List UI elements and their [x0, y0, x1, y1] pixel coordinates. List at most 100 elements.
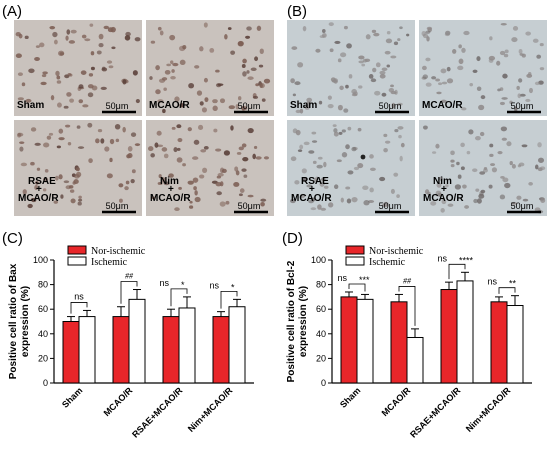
cell-nucleus [439, 176, 443, 181]
cell-nucleus [55, 70, 60, 77]
cell-nucleus [192, 177, 199, 183]
category-label: RSAE+MCAO/R [130, 385, 185, 440]
cell-nucleus [256, 25, 262, 31]
cell-nucleus [351, 88, 358, 95]
cell-nucleus [56, 80, 62, 84]
cell-nucleus [20, 162, 28, 167]
cell-nucleus [131, 169, 136, 174]
cell-nucleus [464, 205, 470, 209]
cell-nucleus [217, 172, 224, 177]
category-label: Sham [60, 385, 84, 409]
cell-nucleus [489, 36, 493, 41]
cell-nucleus [317, 204, 322, 210]
cell-nucleus [125, 180, 130, 185]
micrograph-tile: MCAO/R 50μm [146, 20, 274, 116]
tile-background [14, 20, 142, 116]
significance-bracket [348, 283, 366, 292]
cell-nucleus [384, 50, 391, 55]
cell-nucleus [525, 98, 531, 103]
cell-nucleus [42, 71, 48, 75]
significance-ns: ns [74, 291, 84, 301]
cell-nucleus [115, 138, 120, 143]
cell-nucleus [337, 58, 342, 63]
cell-nucleus [424, 189, 430, 195]
cell-nucleus [446, 78, 454, 84]
cell-nucleus [78, 99, 84, 104]
cell-nucleus [435, 78, 440, 82]
scale-label: 50μm [106, 201, 129, 211]
tile-label-second: MCAO/R [150, 193, 191, 204]
y-tick-label: 0 [321, 378, 326, 388]
cell-nucleus [461, 47, 466, 53]
cell-nucleus [192, 156, 199, 160]
cell-nucleus [490, 163, 496, 167]
cell-nucleus [203, 22, 208, 28]
significance-ns: ns [487, 277, 497, 287]
cell-nucleus [261, 98, 266, 102]
cell-nucleus [528, 71, 532, 76]
cell-nucleus [299, 108, 304, 114]
cell-nucleus [30, 127, 37, 132]
cell-nucleus [98, 42, 104, 48]
cell-nucleus [179, 59, 186, 66]
cell-nucleus [134, 37, 141, 42]
cell-nucleus [42, 188, 47, 192]
bar [128, 298, 146, 384]
cell-nucleus [70, 198, 76, 204]
cell-nucleus [157, 99, 164, 103]
cell-nucleus [63, 105, 69, 109]
cell-nucleus [535, 164, 539, 170]
tile-label-plus: + [36, 184, 42, 195]
cell-nucleus [329, 48, 334, 53]
cell-nucleus [382, 201, 389, 208]
cell-nucleus [522, 198, 529, 202]
cell-nucleus [155, 65, 160, 71]
cell-nucleus [235, 170, 240, 176]
cell-nucleus [290, 198, 296, 204]
cell-nucleus [40, 81, 47, 86]
cell-nucleus [203, 145, 209, 150]
scale-label: 50μm [379, 201, 402, 211]
cell-nucleus [77, 201, 82, 206]
bar [506, 305, 524, 384]
cell-nucleus [237, 96, 242, 101]
cell-nucleus [227, 27, 232, 30]
cell-nucleus [291, 46, 298, 50]
cell-nucleus [90, 66, 95, 71]
tile-label: Sham [17, 100, 44, 111]
micrograph-tile: MCAO/R 50μm [419, 20, 547, 116]
cell-nucleus [97, 128, 103, 133]
cell-nucleus [341, 129, 346, 133]
significance-stars: ** [509, 279, 517, 289]
cell-nucleus [474, 135, 481, 141]
cell-nucleus [431, 151, 437, 154]
cell-nucleus [161, 147, 168, 152]
cell-nucleus [233, 182, 240, 187]
cell-nucleus [488, 55, 496, 61]
cell-nucleus [512, 26, 519, 31]
micrograph-tile: RSAE+MCAO/R 50μm [14, 120, 142, 216]
cell-nucleus [101, 66, 106, 71]
panel-letter-d: (D) [282, 230, 303, 247]
cell-nucleus [334, 40, 341, 44]
cell-nucleus [390, 55, 397, 59]
cell-nucleus [164, 69, 171, 75]
cell-nucleus [35, 181, 39, 185]
cell-nucleus [362, 185, 369, 191]
cell-nucleus [500, 126, 508, 132]
cell-nucleus [34, 184, 39, 191]
cell-nucleus [469, 83, 474, 87]
bar [440, 289, 458, 384]
cell-nucleus [170, 60, 174, 65]
cell-nucleus [328, 22, 334, 27]
cell-nucleus [228, 105, 236, 110]
cell-nucleus [69, 98, 75, 103]
cell-nucleus [235, 103, 239, 110]
cell-nucleus [383, 147, 388, 153]
cell-nucleus [333, 184, 339, 189]
cell-nucleus [212, 105, 218, 112]
cell-nucleus [21, 82, 26, 87]
cell-nucleus [435, 143, 440, 149]
cell-nucleus [230, 125, 234, 131]
